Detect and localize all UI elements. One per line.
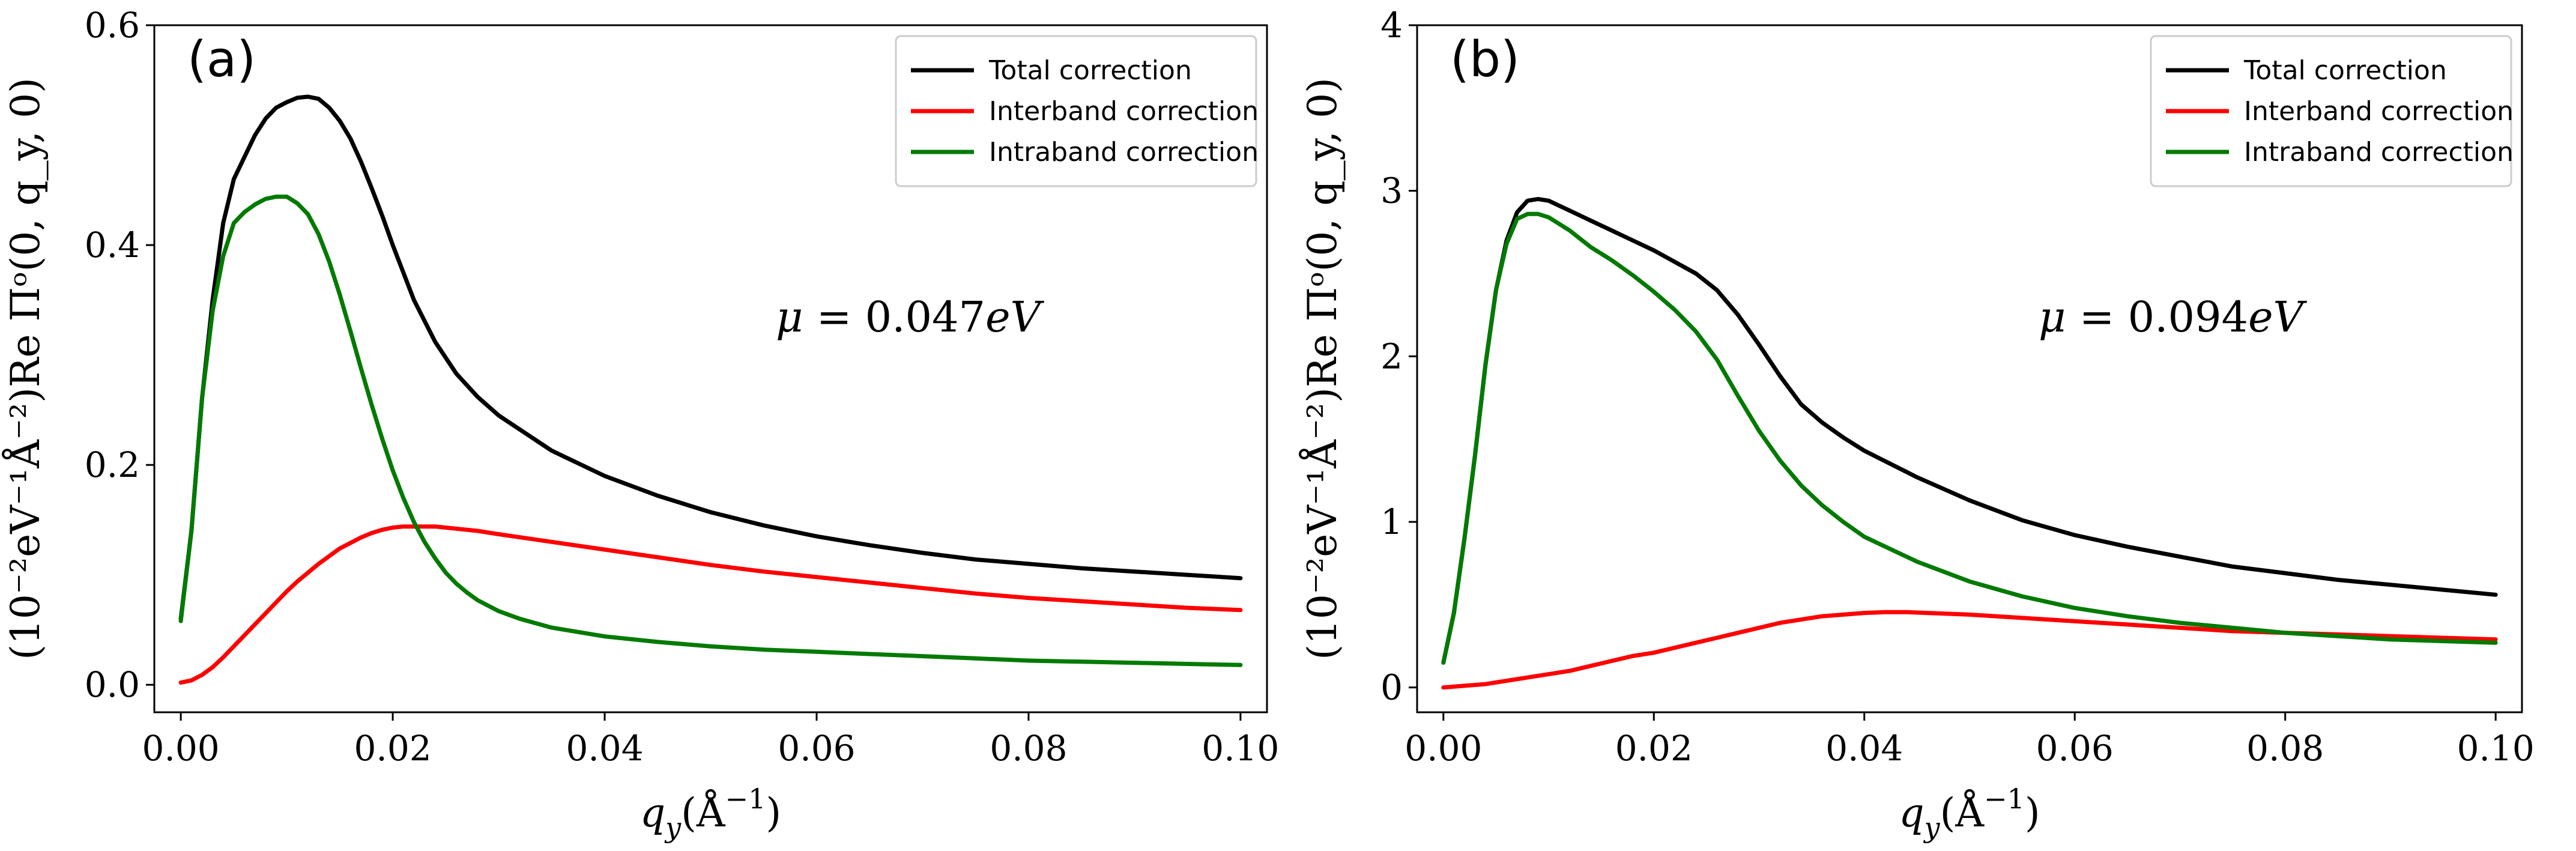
y-tick-label: 3: [1380, 171, 1403, 211]
y-tick-label: 4: [1380, 5, 1403, 46]
y-tick-label: 0.0: [85, 664, 140, 705]
series-line-intraband-correction: [1441, 211, 2498, 665]
panel-label: (b): [1450, 31, 1520, 88]
series-line-total-correction: [178, 94, 1243, 621]
x-tick-label: 0.00: [1404, 728, 1482, 769]
x-tick-label: 0.08: [990, 728, 1067, 769]
x-tick-label: 0.10: [2457, 728, 2535, 769]
panel-b: 0.00 0.02 0.04 0.06 0.08 0.10 0 1 2 3 4 (b) μ = 0.09…: [1299, 5, 2535, 844]
series-line-total-correction: [1441, 196, 2498, 665]
series-line-intraband-correction: [178, 195, 1243, 667]
panel-label: (a): [187, 31, 256, 88]
x-tick-label: 0.04: [1825, 728, 1903, 769]
x-axis-label: qy(Å−1): [640, 783, 781, 844]
series-line-interband-correction: [178, 524, 1243, 685]
legend: Total correction Interband correction Intr…: [2150, 35, 2514, 187]
panel-a: 0.00 0.02 0.04 0.06 0.08 0.10 0.0 0.2 0.4 0.6 (a) μ…: [2, 5, 1279, 844]
x-tick-label: 0.02: [1615, 728, 1693, 769]
y-axis-label: (10⁻²eV⁻¹Å⁻²)Re Πᵒ(0, q_y, 0): [2, 77, 49, 660]
plot-frame: [1416, 24, 2523, 713]
x-tick-label: 0.04: [566, 728, 643, 769]
x-tick-label: 0.00: [142, 728, 220, 769]
series-line-interband-correction: [1441, 610, 2498, 690]
legend-label: Interband correction: [989, 96, 1259, 127]
y-tick-label: 2: [1380, 336, 1403, 377]
y-tick-label: 0.6: [85, 5, 140, 46]
y-tick-label: 1: [1380, 501, 1403, 542]
legend-label: Total correction: [2243, 55, 2447, 86]
mu-annotation: μ = 0.094eV: [2039, 292, 2307, 342]
y-tick-label: 0.4: [85, 225, 140, 265]
x-tick-label: 0.10: [1202, 728, 1279, 769]
plot-frame: [153, 24, 1268, 713]
x-tick-label: 0.08: [2246, 728, 2324, 769]
legend: Total correction Interband correction Intr…: [895, 35, 1259, 187]
y-tick-label: 0.2: [85, 444, 140, 485]
legend-label: Intraband correction: [2244, 137, 2514, 168]
legend-label: Interband correction: [2244, 96, 2514, 127]
y-axis-label: (10⁻²eV⁻¹Å⁻²)Re Πᵒ(0, q_y, 0): [1299, 77, 1346, 660]
x-tick-label: 0.06: [778, 728, 855, 769]
x-tick-label: 0.06: [2036, 728, 2114, 769]
x-axis-label: qy(Å−1): [1899, 783, 2040, 844]
y-tick-label: 0: [1380, 667, 1403, 708]
mu-annotation: μ = 0.047eV: [776, 292, 1044, 342]
legend-label: Intraband correction: [989, 137, 1259, 168]
x-tick-label: 0.02: [354, 728, 432, 769]
legend-label: Total correction: [988, 55, 1192, 86]
legend-box: [895, 35, 1257, 187]
legend-box: [2150, 35, 2512, 187]
